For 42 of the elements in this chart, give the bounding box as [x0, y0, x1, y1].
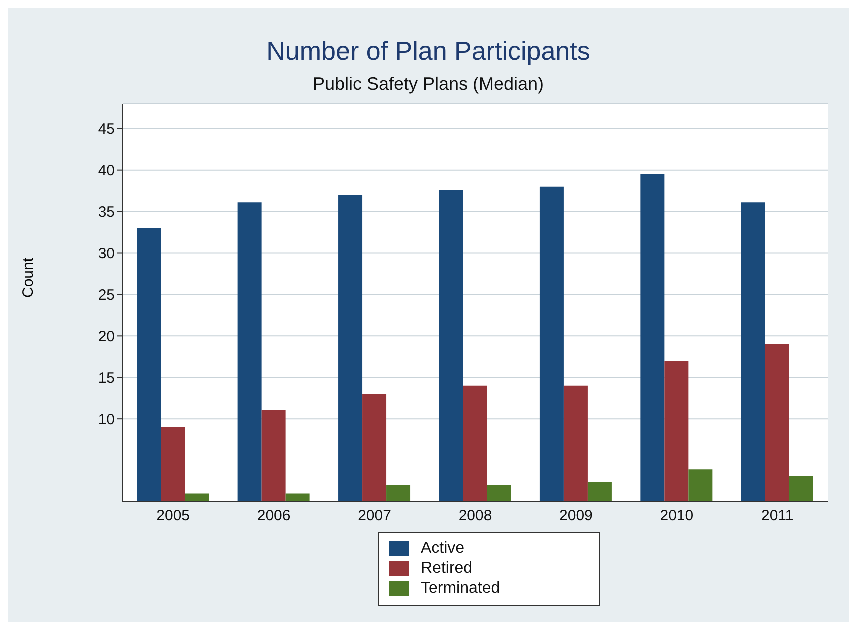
- x-tick-label: 2006: [257, 508, 291, 525]
- bar: [161, 427, 186, 502]
- bar: [286, 494, 310, 502]
- y-tick-label: 45: [98, 121, 115, 138]
- bar: [664, 361, 689, 502]
- chart-title: Number of Plan Participants: [266, 36, 592, 67]
- y-tick-label: 40: [98, 162, 115, 180]
- y-tick-label: 25: [98, 287, 115, 304]
- bar: [688, 470, 713, 502]
- bar: [439, 190, 464, 502]
- bar: [338, 195, 363, 502]
- bar: [463, 386, 488, 502]
- bar: [588, 482, 612, 502]
- legend-label: Active: [421, 540, 465, 558]
- bar: [362, 394, 387, 502]
- y-axis-title: Count: [20, 258, 37, 298]
- x-tick-label: 2011: [762, 508, 794, 525]
- x-tick-label: 2009: [560, 508, 593, 525]
- y-tick-label: 10: [98, 411, 115, 428]
- chart-subtitle: Public Safety Plans (Median): [312, 74, 546, 95]
- bar: [185, 494, 210, 502]
- bar: [789, 476, 814, 502]
- bar: [386, 485, 411, 502]
- x-tick-label: 2007: [358, 508, 392, 525]
- y-tick-label: 30: [98, 246, 115, 263]
- legend-label: Retired: [421, 560, 473, 578]
- bar: [741, 202, 766, 502]
- y-tick-label: 35: [98, 204, 115, 222]
- x-tick-label: 2008: [458, 508, 492, 525]
- bar: [765, 344, 790, 502]
- bar: [262, 410, 286, 502]
- y-tick-label: 20: [98, 328, 115, 346]
- legend-label: Terminated: [421, 580, 500, 598]
- y-tick-label: 15: [98, 370, 115, 387]
- bar: [564, 386, 588, 502]
- bar: [137, 228, 162, 502]
- x-tick-label: 2005: [156, 508, 190, 525]
- x-tick-label: 2010: [660, 508, 694, 525]
- bar: [238, 202, 262, 502]
- bar: [540, 186, 564, 502]
- bar: [487, 485, 512, 502]
- bar: [640, 174, 665, 502]
